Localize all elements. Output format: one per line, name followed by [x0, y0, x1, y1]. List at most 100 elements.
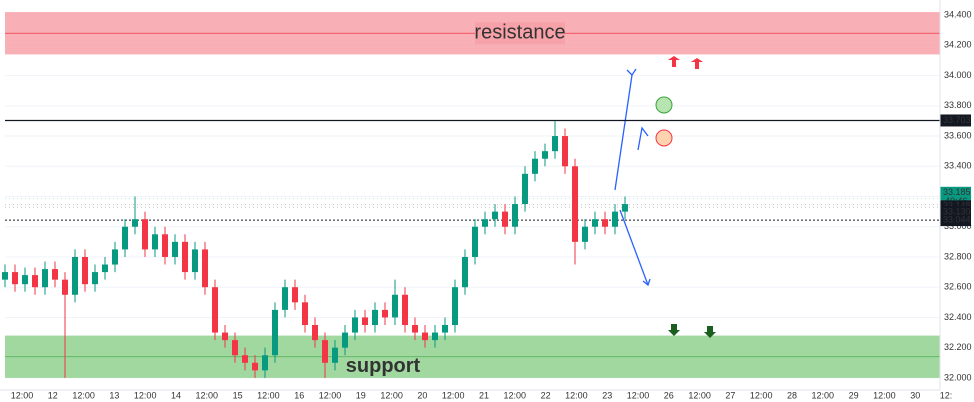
candle-body	[152, 234, 158, 250]
price-badge-label: 33.148	[943, 201, 971, 211]
x-tick-label: 12:00	[196, 390, 219, 400]
candle-body	[102, 264, 108, 273]
target-circle	[655, 129, 673, 147]
candle-body	[562, 136, 568, 167]
x-tick-label: 14	[171, 390, 181, 400]
candle-body	[572, 166, 578, 242]
x-tick-label: 12:	[940, 390, 953, 400]
x-tick-label: 12:00	[257, 390, 280, 400]
price-badge-label: 33.185	[943, 187, 971, 197]
candle-body	[432, 332, 438, 341]
candle-body	[542, 151, 548, 159]
y-tick-label: 32.200	[944, 342, 972, 352]
y-tick-label: 32.800	[944, 251, 972, 261]
x-tick-label: 12:00	[688, 390, 711, 400]
x-tick-label: 19	[356, 390, 366, 400]
candle-body	[312, 325, 318, 341]
y-tick-label: 33.000	[944, 221, 972, 231]
candle-body	[602, 219, 608, 227]
price-badge-label: 33.703	[943, 115, 971, 125]
x-tick-label: 12:00	[72, 390, 95, 400]
y-tick-label: 33.400	[944, 161, 972, 171]
candle-body	[32, 275, 38, 288]
x-tick-label: 21	[479, 390, 489, 400]
candle-body	[242, 355, 248, 363]
x-tick-label: 26	[664, 390, 674, 400]
x-tick-label: 27	[725, 390, 735, 400]
candle-body	[352, 317, 358, 333]
projection-arrow-head	[626, 68, 637, 77]
projection-drawings	[614, 56, 716, 338]
down-arrow-icon	[668, 324, 680, 336]
candle-body	[582, 226, 588, 242]
x-tick-label: 12:00	[380, 390, 403, 400]
price-badge-bg	[940, 214, 971, 227]
x-tick-label: 12:00	[873, 390, 896, 400]
price-badge-bg	[940, 114, 971, 127]
x-tick-label: 12:00	[750, 390, 773, 400]
candle-body	[52, 269, 58, 280]
candle-body	[272, 309, 278, 356]
x-tick-label: 12:00	[319, 390, 342, 400]
x-tick-label: 15	[233, 390, 243, 400]
x-tick-label: 12:00	[627, 390, 650, 400]
y-tick-label: 34.200	[944, 40, 972, 50]
candle-body	[112, 249, 118, 265]
x-tick-label: 30	[910, 390, 920, 400]
y-tick-label: 33.800	[944, 100, 972, 110]
x-tick-label: 12:00	[134, 390, 157, 400]
candle-body	[202, 249, 208, 288]
x-tick-label: 13	[109, 390, 119, 400]
candle-body	[332, 347, 338, 363]
y-tick-label: 34.000	[944, 70, 972, 80]
y-tick-label: 33.600	[944, 130, 972, 140]
candle-body	[212, 287, 218, 333]
candle-body	[262, 355, 268, 371]
candle-body	[482, 219, 488, 227]
candle-body	[292, 287, 298, 303]
candle-body	[132, 219, 138, 227]
candle-body	[592, 219, 598, 227]
candle-body	[512, 204, 518, 227]
y-tick-label: 34.400	[944, 9, 972, 19]
zone-label-bg	[475, 22, 565, 45]
candle-body	[12, 272, 18, 285]
y-tick-label: 32.600	[944, 282, 972, 292]
candle-body	[192, 249, 198, 273]
x-tick-label: 23	[602, 390, 612, 400]
candle-body	[382, 309, 388, 318]
candle-body	[182, 241, 188, 273]
x-tick-label: 12:00	[442, 390, 465, 400]
candle-body	[122, 226, 128, 250]
projection-arrow	[619, 209, 649, 286]
x-tick-label: 29	[849, 390, 859, 400]
candle-body	[342, 332, 348, 348]
candle-body	[362, 317, 368, 325]
candle-body	[622, 204, 628, 212]
price-badge-bg	[940, 186, 971, 205]
price-badge-bg	[940, 206, 971, 217]
candle-body	[552, 136, 558, 152]
x-tick-label: 12:00	[565, 390, 588, 400]
candle-body	[502, 211, 508, 227]
projection-arrow	[637, 126, 649, 151]
price-badge-bg	[940, 200, 971, 211]
candle-body	[282, 287, 288, 310]
candle-body	[412, 325, 418, 333]
up-arrow-icon	[668, 56, 680, 67]
candle-body	[72, 256, 78, 295]
x-tick-label: 22	[541, 390, 551, 400]
target-circle	[655, 96, 673, 114]
candle-body	[392, 294, 398, 318]
price-badge-label: 33.044	[943, 214, 971, 224]
candle-body	[162, 234, 168, 257]
zone-label: resistance	[474, 22, 565, 44]
x-tick-label: 28	[787, 390, 797, 400]
projection-arrow	[614, 74, 633, 191]
candle-body	[452, 287, 458, 325]
y-tick-label: 32.400	[944, 312, 972, 322]
x-tick-label: 12:00	[504, 390, 527, 400]
candle-body	[222, 332, 228, 341]
x-tick-label: 12:00	[812, 390, 835, 400]
